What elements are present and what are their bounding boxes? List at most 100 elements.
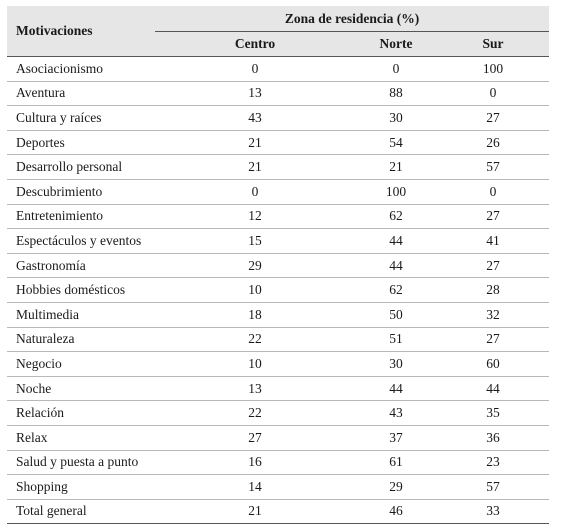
row-label: Hobbies domésticos [7, 277, 155, 303]
cell-norte: 44 [355, 228, 437, 254]
row-label: Espectáculos y eventos [7, 228, 155, 254]
table-header: Motivaciones Zona de residencia (%) Cent… [7, 6, 550, 57]
header-centro: Centro [155, 31, 355, 57]
cell-sur: 27 [437, 253, 550, 279]
cell-centro: 12 [155, 204, 355, 230]
table-row: Multimedia 18 50 32 [7, 302, 550, 328]
cell-sur: 44 [437, 376, 550, 402]
row-label: Relax [7, 425, 155, 451]
table-row: Aventura 13 88 0 [7, 81, 550, 107]
header-sur: Sur [437, 31, 550, 57]
table-container: Motivaciones Zona de residencia (%) Cent… [7, 6, 550, 525]
table-row: Relax 27 37 36 [7, 425, 550, 451]
table-row: Shopping 14 29 57 [7, 474, 550, 500]
cell-norte: 54 [355, 130, 437, 156]
row-label: Cultura y raíces [7, 105, 155, 131]
motivations-table: Motivaciones Zona de residencia (%) Cent… [7, 6, 550, 525]
table-row: Descubrimiento 0 100 0 [7, 179, 550, 205]
row-label: Noche [7, 376, 155, 402]
cell-centro: 10 [155, 277, 355, 303]
cell-norte: 44 [355, 376, 437, 402]
row-label: Desarrollo personal [7, 154, 155, 180]
table-row: Asociacionismo 0 0 100 [7, 56, 550, 82]
cell-sur: 57 [437, 154, 550, 180]
row-label: Descubrimiento [7, 179, 155, 205]
cell-sur: 27 [437, 327, 550, 353]
cell-sur: 27 [437, 105, 550, 131]
table-row: Naturaleza 22 51 27 [7, 327, 550, 353]
table-row: Desarrollo personal 21 21 57 [7, 154, 550, 180]
cell-norte: 44 [355, 253, 437, 279]
table-row: Negocio 10 30 60 [7, 351, 550, 377]
table-row: Espectáculos y eventos 15 44 41 [7, 228, 550, 254]
table-row: Gastronomía 29 44 27 [7, 253, 550, 279]
table-body: Asociacionismo 0 0 100 Aventura 13 88 0 Cultura … [7, 56, 550, 525]
row-label: Aventura [7, 81, 155, 107]
header-norte: Norte [355, 31, 437, 57]
table-row: Total general 21 46 33 [7, 499, 550, 525]
cell-centro: 13 [155, 81, 355, 107]
cell-centro: 22 [155, 400, 355, 426]
cell-centro: 14 [155, 474, 355, 500]
cell-sur: 0 [437, 81, 550, 107]
cell-centro: 43 [155, 105, 355, 131]
row-label: Naturaleza [7, 327, 155, 353]
table-row: Deportes 21 54 26 [7, 130, 550, 156]
row-label: Shopping [7, 474, 155, 500]
cell-centro: 0 [155, 179, 355, 205]
row-label: Deportes [7, 130, 155, 156]
cell-centro: 15 [155, 228, 355, 254]
cell-sur: 27 [437, 204, 550, 230]
cell-norte: 51 [355, 327, 437, 353]
cell-sur: 32 [437, 302, 550, 328]
cell-norte: 43 [355, 400, 437, 426]
table-row: Noche 13 44 44 [7, 376, 550, 402]
cell-sur: 100 [437, 56, 550, 82]
cell-sur: 41 [437, 228, 550, 254]
cell-centro: 21 [155, 499, 355, 525]
cell-sur: 36 [437, 425, 550, 451]
cell-centro: 27 [155, 425, 355, 451]
cell-norte: 100 [355, 179, 437, 205]
cell-centro: 22 [155, 327, 355, 353]
header-motivaciones: Motivaciones [7, 6, 155, 57]
cell-norte: 30 [355, 351, 437, 377]
cell-norte: 61 [355, 450, 437, 476]
row-label: Relación [7, 400, 155, 426]
cell-norte: 88 [355, 81, 437, 107]
cell-sur: 33 [437, 499, 550, 525]
cell-centro: 21 [155, 130, 355, 156]
header-zona-residencia: Zona de residencia (%) [155, 6, 550, 32]
table-row: Salud y puesta a punto 16 61 23 [7, 450, 550, 476]
cell-centro: 16 [155, 450, 355, 476]
cell-norte: 29 [355, 474, 437, 500]
cell-sur: 26 [437, 130, 550, 156]
table-row: Hobbies domésticos 10 62 28 [7, 277, 550, 303]
table-row: Relación 22 43 35 [7, 400, 550, 426]
cell-norte: 21 [355, 154, 437, 180]
cell-norte: 50 [355, 302, 437, 328]
table-row: Entretenimiento 12 62 27 [7, 204, 550, 230]
cell-norte: 37 [355, 425, 437, 451]
row-label: Total general [7, 499, 155, 525]
row-label: Asociacionismo [7, 56, 155, 82]
cell-sur: 23 [437, 450, 550, 476]
table-row: Cultura y raíces 43 30 27 [7, 105, 550, 131]
row-label: Multimedia [7, 302, 155, 328]
cell-sur: 28 [437, 277, 550, 303]
cell-norte: 62 [355, 204, 437, 230]
row-label: Salud y puesta a punto [7, 450, 155, 476]
row-label: Entretenimiento [7, 204, 155, 230]
cell-norte: 46 [355, 499, 437, 525]
row-label: Negocio [7, 351, 155, 377]
cell-norte: 0 [355, 56, 437, 82]
cell-sur: 57 [437, 474, 550, 500]
cell-sur: 0 [437, 179, 550, 205]
cell-centro: 0 [155, 56, 355, 82]
cell-sur: 35 [437, 400, 550, 426]
cell-centro: 18 [155, 302, 355, 328]
cell-norte: 62 [355, 277, 437, 303]
row-label: Gastronomía [7, 253, 155, 279]
cell-sur: 60 [437, 351, 550, 377]
cell-centro: 29 [155, 253, 355, 279]
